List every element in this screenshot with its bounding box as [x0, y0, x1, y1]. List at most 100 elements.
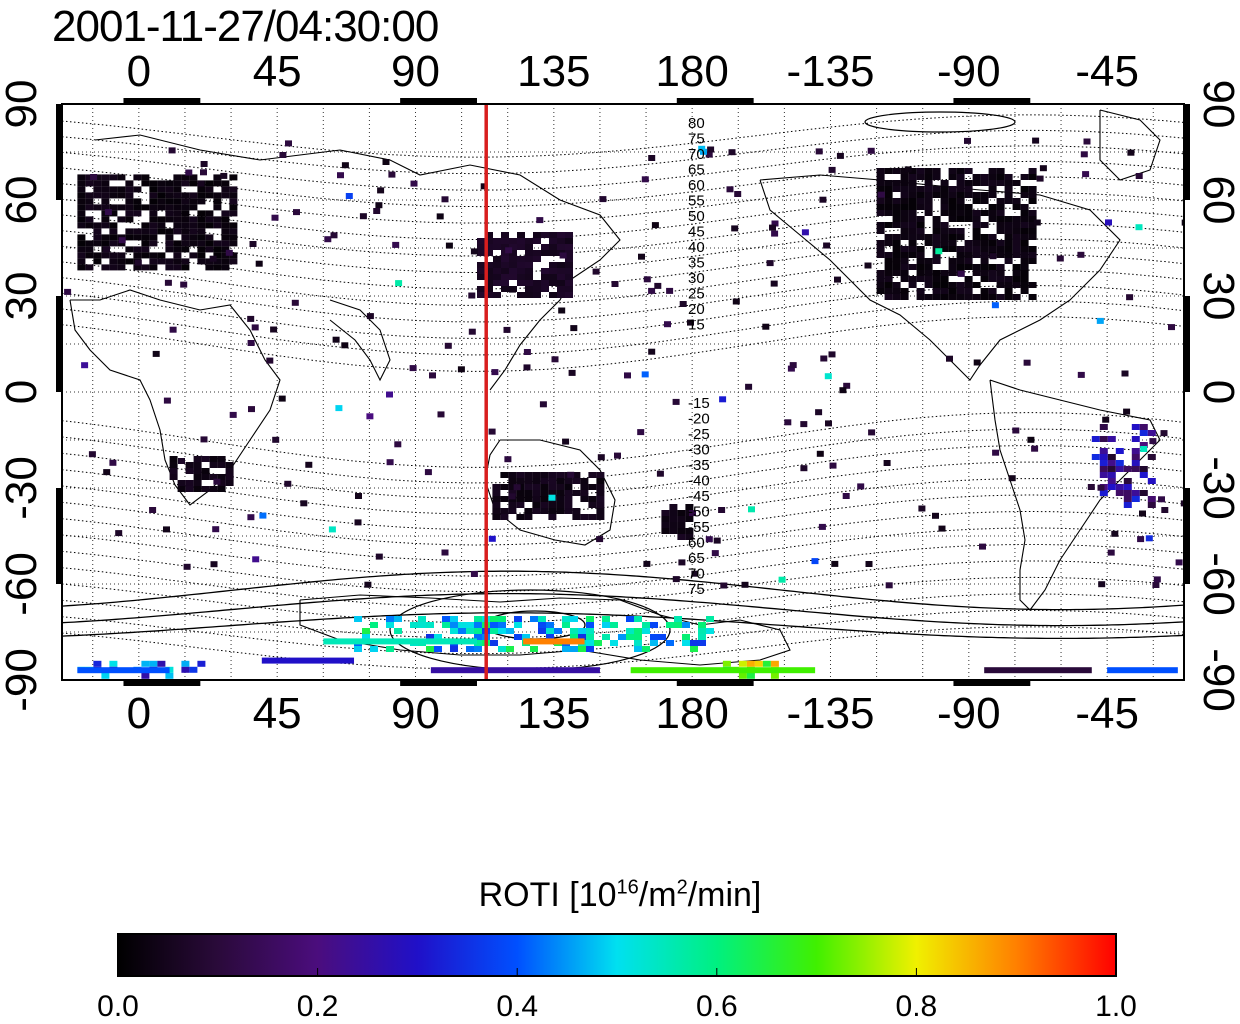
roti-cell — [916, 222, 925, 228]
roti-cell — [118, 237, 126, 244]
roti-cell — [948, 258, 957, 264]
contour-line — [62, 527, 1184, 577]
roti-cell — [876, 222, 885, 228]
roti-cell — [642, 628, 650, 634]
roti-cell — [133, 228, 142, 235]
roti-cell — [738, 672, 747, 679]
roti-cell — [1028, 258, 1037, 264]
roti-cell — [101, 234, 110, 241]
roti-cell — [354, 646, 362, 652]
roti-cell — [458, 622, 466, 628]
roti-cell — [490, 622, 498, 628]
roti-cell — [924, 168, 933, 174]
roti-cell — [1004, 198, 1013, 204]
roti-cell — [200, 436, 208, 443]
roti-cell — [474, 640, 482, 646]
roti-cell — [666, 287, 674, 294]
roti-cell — [596, 490, 605, 496]
roti-cell — [546, 628, 554, 634]
roti-cell — [1020, 270, 1029, 276]
roti-cell — [940, 222, 949, 228]
roti-cell — [205, 240, 214, 247]
roti-cell — [900, 276, 909, 282]
roti-cell — [556, 496, 565, 502]
roti-cell — [988, 174, 997, 180]
roti-cell — [386, 459, 394, 466]
roti-cell — [197, 660, 206, 667]
roti-cell — [221, 186, 230, 193]
roti-cell — [1028, 246, 1037, 252]
roti-cell — [996, 222, 1005, 228]
roti-cell — [596, 484, 605, 490]
roti-cell — [488, 428, 496, 435]
roti-cell — [815, 148, 823, 155]
roti-cell — [165, 258, 174, 265]
roti-cell — [165, 216, 174, 223]
roti-cell — [1004, 288, 1013, 294]
roti-cell — [1020, 234, 1029, 240]
roti-cell — [824, 373, 832, 380]
roti-cell — [523, 364, 531, 371]
roti-cell — [125, 210, 134, 217]
roti-cell — [892, 216, 901, 222]
bottom-tick-label: -90 — [937, 689, 1001, 738]
top-tick-label: -135 — [786, 47, 874, 96]
roti-cell — [784, 419, 792, 426]
roti-cell — [996, 174, 1005, 180]
roti-cell — [524, 514, 533, 520]
roti-cell — [1012, 276, 1021, 282]
roti-cell — [205, 216, 214, 223]
roti-cell — [916, 276, 925, 282]
roti-cell — [445, 242, 453, 249]
contour-label: -55 — [688, 519, 710, 536]
roti-cell — [501, 274, 509, 280]
roti-cell — [466, 622, 474, 628]
roti-cell — [109, 240, 118, 247]
roti-cell — [501, 250, 509, 256]
roti-band — [523, 638, 585, 645]
roti-cell — [1028, 216, 1037, 222]
roti-cell — [77, 240, 86, 247]
roti-cell — [892, 180, 901, 186]
roti-cell — [1107, 478, 1116, 484]
roti-cell — [565, 244, 573, 250]
roti-cell — [938, 525, 946, 532]
roti-cell — [88, 451, 96, 458]
roti-cell — [892, 294, 901, 300]
roti-cell — [181, 240, 190, 247]
roti-cell — [1121, 370, 1129, 377]
roti-cell — [884, 222, 893, 228]
roti-cell — [133, 198, 142, 205]
roti-cell — [1056, 255, 1064, 262]
roti-cell — [811, 558, 819, 565]
roti-cell — [769, 224, 776, 231]
roti-cell — [1123, 478, 1132, 484]
roti-cell — [908, 264, 917, 270]
roti-cell — [948, 186, 957, 192]
roti-cell — [93, 186, 102, 193]
roti-cell — [181, 198, 190, 205]
roti-cell — [705, 536, 713, 543]
roti-cell — [364, 581, 372, 588]
roti-cell — [900, 270, 909, 276]
roti-cell — [77, 204, 86, 211]
left-tick-label: 30 — [0, 272, 46, 321]
roti-cell — [501, 262, 509, 268]
roti-cell — [924, 270, 933, 276]
roti-cell — [101, 216, 110, 223]
roti-cell — [602, 634, 610, 640]
roti-cell — [189, 180, 198, 187]
contour-label: 55 — [688, 193, 705, 210]
roti-cell — [77, 258, 86, 265]
roti-cell — [77, 234, 86, 241]
roti-cell — [101, 672, 110, 679]
contour-label: -20 — [688, 411, 710, 428]
roti-cell — [726, 186, 734, 193]
roti-cell — [165, 180, 174, 187]
roti-cell — [956, 186, 965, 192]
right-tick-label: 60 — [1194, 176, 1240, 225]
roti-cell — [213, 264, 222, 271]
roti-cell — [548, 484, 557, 490]
roti-cell — [525, 280, 533, 286]
roti-cell — [101, 204, 110, 211]
